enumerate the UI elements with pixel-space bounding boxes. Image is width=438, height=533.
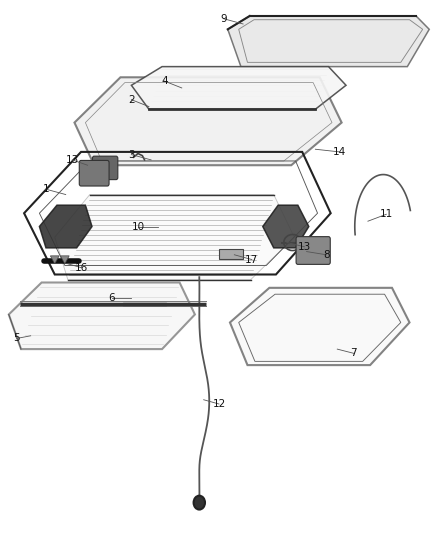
Text: 5: 5 [13, 334, 20, 343]
Text: 1: 1 [42, 184, 49, 194]
Polygon shape [74, 77, 342, 165]
Text: 13: 13 [66, 155, 79, 165]
FancyBboxPatch shape [79, 160, 109, 186]
Polygon shape [60, 256, 69, 264]
Bar [219, 249, 243, 259]
FancyBboxPatch shape [92, 156, 118, 180]
Text: 12: 12 [212, 399, 226, 409]
FancyBboxPatch shape [296, 237, 330, 264]
Text: 9: 9 [220, 14, 227, 23]
Polygon shape [50, 256, 59, 264]
Polygon shape [39, 205, 92, 248]
Text: 10: 10 [131, 222, 145, 231]
Text: 14: 14 [333, 147, 346, 157]
Text: 17: 17 [245, 255, 258, 264]
Polygon shape [9, 282, 195, 349]
Text: 13: 13 [298, 242, 311, 252]
Text: 11: 11 [380, 209, 393, 219]
Circle shape [194, 496, 205, 510]
Text: 16: 16 [74, 263, 88, 272]
Polygon shape [263, 205, 309, 248]
Text: 4: 4 [161, 76, 168, 86]
Text: 3: 3 [128, 150, 135, 159]
Text: 6: 6 [108, 294, 115, 303]
Text: 7: 7 [350, 349, 357, 358]
Polygon shape [131, 67, 346, 109]
Text: 8: 8 [323, 250, 330, 260]
Polygon shape [230, 288, 410, 365]
Polygon shape [55, 195, 294, 280]
Text: 2: 2 [128, 95, 135, 104]
Polygon shape [228, 16, 429, 67]
